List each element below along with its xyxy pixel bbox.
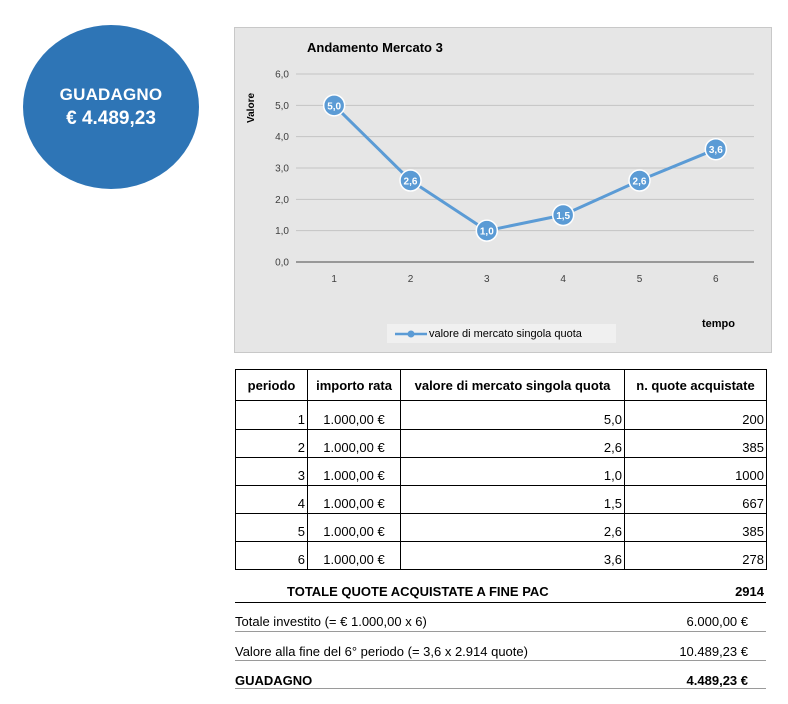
summary-total-row: TOTALE QUOTE ACQUISTATE A FINE PAC 2914	[235, 576, 766, 604]
cell-valore: 2,6	[400, 429, 625, 458]
y-tick-label: 5,0	[275, 101, 289, 112]
chart-plot: 0,0 1,0 2,0 3,0 4,0 5,0 6,0 1 2 3 4 5 6 5,0 2,6 1,0 1,5 2…	[275, 70, 754, 285]
total-quotes-value: 2914	[735, 584, 764, 599]
gain-badge-amount: € 4.489,23	[66, 107, 156, 129]
gain-value: 4.489,23 €	[686, 673, 748, 688]
data-label: 2,6	[404, 177, 418, 188]
table-row: 3 1.000,00 € 1,0 1000	[235, 457, 767, 486]
cell-valore: 3,6	[400, 541, 625, 570]
col-header-importo-rata: importo rata	[307, 369, 401, 401]
gain-badge-label: GUADAGNO	[59, 84, 163, 104]
cell-quote: 1000	[624, 457, 767, 486]
y-tick-label: 4,0	[275, 132, 289, 143]
cell-periodo: 1	[235, 400, 308, 430]
cell-importo: 1.000,00 €	[307, 400, 401, 430]
table-row: 1 1.000,00 € 5,0 200	[235, 400, 767, 430]
cell-importo: 1.000,00 €	[307, 513, 401, 542]
x-tick-label: 3	[484, 274, 490, 285]
x-tick-label: 2	[408, 274, 414, 285]
table-row: 6 1.000,00 € 3,6 278	[235, 541, 767, 570]
y-tick-label: 6,0	[275, 70, 289, 81]
table-row: 4 1.000,00 € 1,5 667	[235, 485, 767, 514]
y-tick-label: 2,0	[275, 195, 289, 206]
legend-series-label: valore di mercato singola quota	[429, 327, 582, 340]
y-tick-label: 1,0	[275, 226, 289, 237]
invested-value: 6.000,00 €	[686, 614, 748, 629]
cell-quote: 385	[624, 429, 767, 458]
cell-quote: 200	[624, 400, 767, 430]
gain-badge: GUADAGNO € 4.489,23	[23, 25, 199, 189]
cell-periodo: 5	[235, 513, 308, 542]
cell-periodo: 2	[235, 429, 308, 458]
summary-final-row: Valore alla fine del 6° periodo (= 3,6 x…	[235, 634, 766, 664]
x-axis-label: tempo	[702, 318, 735, 330]
cell-importo: 1.000,00 €	[307, 485, 401, 514]
series-line	[333, 104, 717, 233]
col-header-valore-mercato: valore di mercato singola quota	[400, 369, 625, 401]
data-point	[551, 203, 575, 227]
cell-periodo: 4	[235, 485, 308, 514]
gain-label: GUADAGNO	[235, 673, 313, 688]
cell-importo: 1.000,00 €	[307, 457, 401, 486]
data-label: 2,6	[633, 177, 647, 188]
legend-line-marker-icon	[395, 330, 427, 337]
summary-divider	[235, 660, 766, 661]
data-point	[628, 169, 651, 192]
cell-quote: 278	[624, 541, 767, 570]
cell-periodo: 6	[235, 541, 308, 570]
data-point	[704, 137, 728, 161]
cell-valore: 5,0	[400, 400, 625, 430]
cell-periodo: 3	[235, 457, 308, 486]
y-tick-label: 3,0	[275, 164, 289, 175]
summary-gain-row: GUADAGNO 4.489,23 €	[235, 664, 766, 693]
market-chart: 0,0 1,0 2,0 3,0 4,0 5,0 6,0 1 2 3 4 5 6 5,0 2,6 1,0 1,5 2…	[234, 27, 772, 353]
cell-valore: 1,0	[400, 457, 625, 486]
col-header-quote-acquistate: n. quote acquistate	[624, 369, 767, 401]
final-value-value: 10.489,23 €	[679, 644, 748, 659]
cell-quote: 385	[624, 513, 767, 542]
invested-label: Totale investito (= € 1.000,00 x 6)	[235, 614, 427, 629]
total-quotes-label: TOTALE QUOTE ACQUISTATE A FINE PAC	[287, 584, 549, 599]
data-label: 3,6	[709, 145, 723, 156]
table-header-row: periodo importo rata valore di mercato s…	[235, 369, 767, 401]
summary-divider	[235, 602, 766, 603]
x-tick-label: 4	[560, 274, 566, 285]
purchase-table: periodo importo rata valore di mercato s…	[235, 369, 767, 570]
summary-section: TOTALE QUOTE ACQUISTATE A FINE PAC 2914 …	[235, 576, 766, 693]
x-tick-label: 1	[331, 274, 337, 285]
x-tick-label: 5	[637, 274, 643, 285]
table-row: 2 1.000,00 € 2,6 385	[235, 429, 767, 458]
cell-valore: 1,5	[400, 485, 625, 514]
final-value-label: Valore alla fine del 6° periodo (= 3,6 x…	[235, 644, 528, 659]
col-header-periodo: periodo	[235, 369, 308, 401]
cell-importo: 1.000,00 €	[307, 541, 401, 570]
table-row: 5 1.000,00 € 2,6 385	[235, 513, 767, 542]
data-label: 1,0	[480, 227, 494, 238]
data-label: 5,0	[327, 101, 341, 112]
summary-invested-row: Totale investito (= € 1.000,00 x 6) 6.00…	[235, 604, 766, 634]
data-point	[322, 94, 346, 117]
summary-divider	[235, 688, 766, 689]
x-tick-label: 6	[713, 274, 719, 285]
data-point	[399, 169, 422, 192]
data-label: 1,5	[556, 211, 570, 222]
chart-legend: valore di mercato singola quota	[387, 324, 616, 343]
chart-title: Andamento Mercato 3	[307, 40, 443, 55]
cell-importo: 1.000,00 €	[307, 429, 401, 458]
y-axis-label: Valore	[246, 92, 257, 123]
cell-valore: 2,6	[400, 513, 625, 542]
cell-quote: 667	[624, 485, 767, 514]
y-tick-label: 0,0	[275, 258, 289, 269]
summary-divider	[235, 631, 766, 632]
data-point	[475, 219, 499, 242]
